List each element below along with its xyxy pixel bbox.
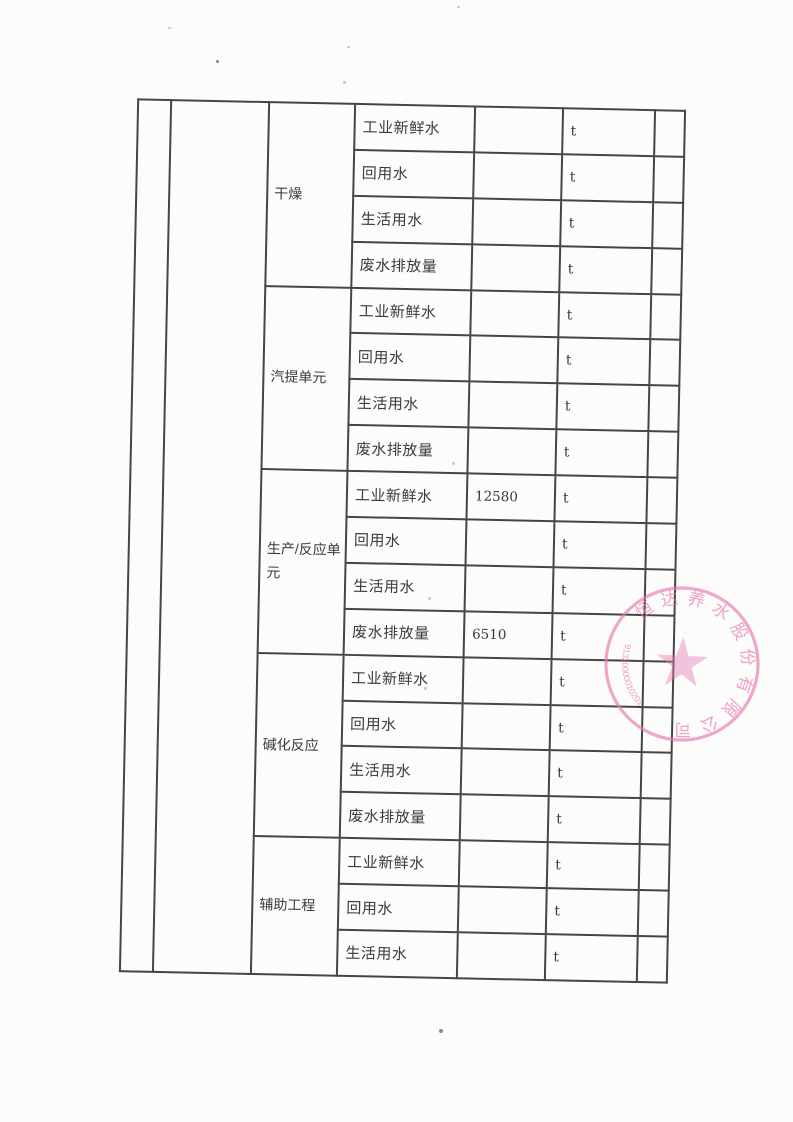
unit-cell: t <box>553 521 647 570</box>
value-cell <box>465 519 555 568</box>
scan-speck <box>421 121 424 125</box>
end-cell <box>640 752 672 800</box>
unit-cell: t <box>544 934 638 982</box>
water-use-table: 干燥 工业新鲜水 t 回用水 t 生活用水 t <box>119 98 686 983</box>
unit-cell: t <box>550 658 644 707</box>
table-container: 干燥 工业新鲜水 t 回用水 t 生活用水 t <box>119 98 686 983</box>
item-cell: 生活用水 <box>352 195 474 245</box>
item-cell: 废水排放量 <box>347 425 469 474</box>
item-cell: 生活用水 <box>336 929 458 979</box>
item-cell: 回用水 <box>349 333 471 382</box>
end-cell <box>654 110 686 157</box>
end-cell <box>642 660 674 708</box>
group-cell: 生产/反应单元 <box>257 469 348 655</box>
unit-cell: t <box>552 567 646 615</box>
value-cell <box>464 565 554 613</box>
scan-speck <box>452 462 455 465</box>
value-cell <box>460 748 550 797</box>
value-cell <box>471 244 561 292</box>
item-cell: 回用水 <box>353 149 475 199</box>
scan-speck <box>216 60 219 63</box>
unit-cell: t <box>549 704 643 753</box>
value-cell <box>461 702 551 751</box>
group-cell: 碱化反应 <box>253 652 344 839</box>
unit-cell: t <box>558 291 652 340</box>
unit-cell: t <box>551 612 645 661</box>
item-cell: 回用水 <box>341 700 463 749</box>
end-cell <box>638 844 670 891</box>
unit-cell: t <box>557 337 651 386</box>
value-cell <box>462 656 552 705</box>
value-cell <box>474 106 564 155</box>
item-cell: 回用水 <box>345 516 467 566</box>
unit-cell: t <box>548 750 642 799</box>
item-cell: 工业新鲜水 <box>338 838 460 887</box>
value-cell <box>470 289 560 338</box>
end-cell <box>653 156 685 203</box>
unit-cell: t <box>561 154 655 202</box>
item-cell: 工业新鲜水 <box>354 103 476 153</box>
end-cell <box>636 936 668 983</box>
value-cell <box>457 886 547 935</box>
group-cell: 汽提单元 <box>261 285 352 471</box>
unit-cell: t <box>556 383 650 432</box>
end-cell <box>641 706 673 754</box>
value-cell <box>473 152 563 201</box>
table-row: 干燥 工业新鲜水 t <box>119 99 686 974</box>
unit-cell: t <box>545 888 639 937</box>
unit-cell: t <box>562 108 656 157</box>
item-cell: 工业新鲜水 <box>350 287 472 336</box>
group-cell: 干燥 <box>265 102 356 288</box>
value-cell <box>456 932 546 980</box>
value-cell <box>468 381 558 430</box>
item-cell: 废水排放量 <box>339 792 461 841</box>
item-cell: 回用水 <box>337 883 459 933</box>
end-cell <box>645 523 677 570</box>
value-cell: 6510 <box>463 611 553 659</box>
end-cell <box>646 477 678 524</box>
end-cell <box>637 890 669 937</box>
value-cell <box>459 794 549 843</box>
end-cell <box>648 385 680 432</box>
spacer-cell <box>152 100 270 974</box>
end-cell <box>649 339 681 387</box>
item-cell: 工业新鲜水 <box>342 654 464 703</box>
unit-cell: t <box>547 796 641 845</box>
value-cell <box>458 840 548 889</box>
group-cell: 辅助工程 <box>250 836 340 976</box>
value-cell <box>472 198 562 246</box>
end-cell <box>651 247 683 295</box>
scan-speck <box>424 687 427 690</box>
scan-speck <box>168 27 171 29</box>
unit-cell: t <box>546 842 640 891</box>
end-cell <box>643 614 675 662</box>
scan-speck <box>428 597 431 600</box>
end-cell <box>650 293 682 341</box>
end-cell <box>644 569 676 616</box>
end-cell <box>652 201 684 249</box>
item-cell: 工业新鲜水 <box>346 470 468 520</box>
scan-speck <box>439 1029 443 1033</box>
item-cell: 生活用水 <box>340 746 462 795</box>
value-cell <box>469 335 559 384</box>
end-cell <box>647 431 679 478</box>
unit-cell: t <box>559 245 653 294</box>
scan-speck <box>347 46 350 48</box>
scan-speck <box>457 6 460 8</box>
scan-speck <box>343 81 346 84</box>
unit-cell: t <box>555 429 649 478</box>
item-cell: 废水排放量 <box>351 241 473 290</box>
item-cell: 生活用水 <box>348 379 470 428</box>
item-cell: 生活用水 <box>344 562 466 612</box>
unit-cell: t <box>554 475 648 524</box>
item-cell: 废水排放量 <box>343 608 465 657</box>
unit-cell: t <box>560 200 654 248</box>
value-cell: 12580 <box>466 473 556 522</box>
value-cell <box>467 427 557 476</box>
end-cell <box>639 798 671 845</box>
